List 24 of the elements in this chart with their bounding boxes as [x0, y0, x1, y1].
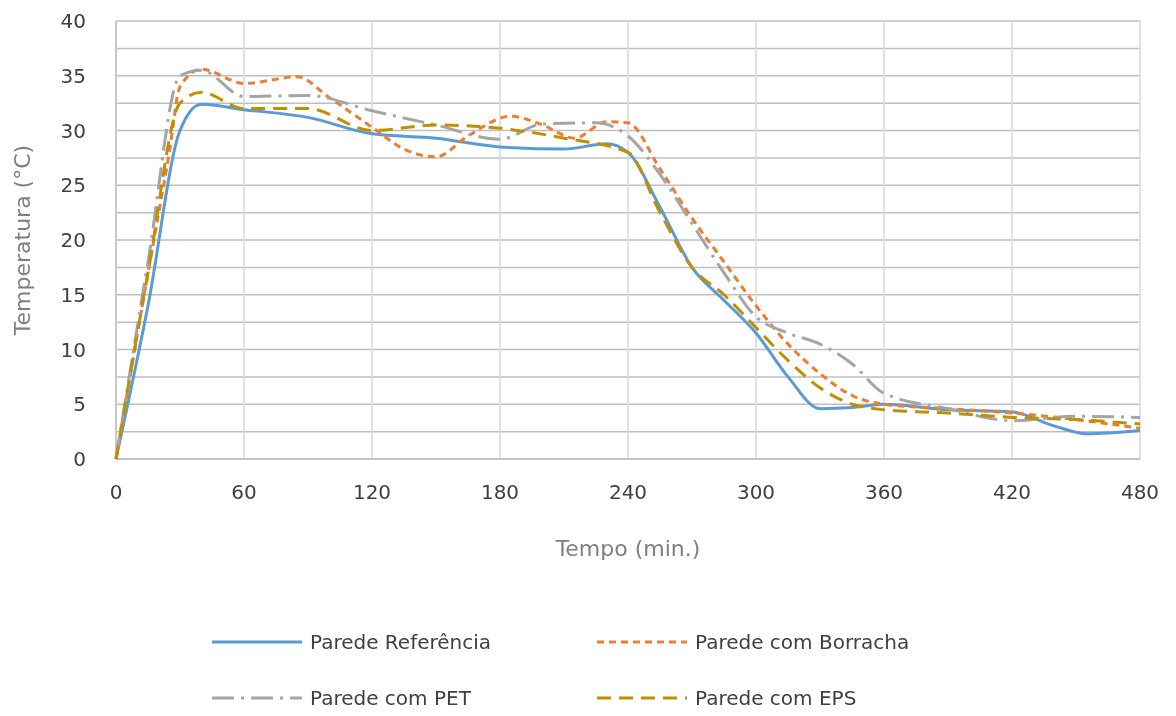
y-tick-label: 15	[60, 282, 86, 307]
y-tick-label: 25	[60, 173, 86, 198]
y-axis-title: Temperatura (°C)	[10, 144, 35, 337]
y-tick-label: 40	[60, 9, 86, 33]
x-tick-label: 240	[608, 480, 648, 504]
x-axis-title: Tempo (min.)	[554, 536, 701, 561]
x-tick-label: 360	[864, 480, 904, 504]
x-tick-label: 0	[109, 480, 123, 504]
y-tick-label: 5	[73, 392, 86, 417]
x-tick-label: 300	[736, 480, 776, 504]
x-tick-label: 180	[480, 480, 520, 504]
legend-label: Parede com EPS	[695, 686, 857, 710]
legend-label: Parede com Borracha	[695, 630, 910, 654]
y-tick-label: 35	[60, 63, 86, 88]
y-tick-label: 30	[60, 118, 86, 143]
y-tick-label: 0	[73, 447, 86, 471]
x-tick-label: 120	[352, 480, 392, 504]
legend-label: Parede com PET	[310, 686, 472, 710]
legend-label: Parede Referência	[310, 630, 492, 654]
y-tick-label: 20	[60, 228, 86, 252]
x-tick-label: 60	[231, 480, 257, 504]
x-tick-label: 420	[992, 480, 1032, 504]
y-tick-label: 10	[60, 337, 86, 362]
x-tick-label: 480	[1120, 480, 1160, 504]
